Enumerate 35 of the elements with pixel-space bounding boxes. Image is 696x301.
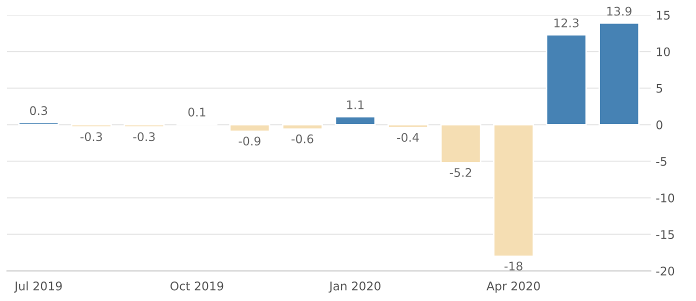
bar [334,116,376,126]
y-tick-label: 5 [656,84,662,93]
bar [229,124,270,132]
data-label: 13.9 [607,6,632,16]
y-tick-label: -10 [656,194,674,202]
bar [282,124,323,130]
data-label: -0.6 [292,134,314,144]
data-label: -5.2 [450,168,472,177]
bar [493,124,534,257]
bar [440,124,482,164]
data-label: -18 [504,262,522,271]
data-label: 12.3 [554,18,579,28]
bar [546,34,587,126]
bar [388,124,428,128]
data-label: -0.4 [397,132,419,142]
data-label: -0.9 [238,136,260,146]
bar [598,22,640,126]
y-tick-label: -20 [656,266,674,276]
bar [124,124,165,128]
data-label: -0.3 [133,132,155,142]
x-tick-label: Jan 2020 [328,282,380,293]
x-tick-label: Apr 2020 [486,282,540,293]
data-label: 1.1 [347,100,364,110]
y-tick-label: 15 [656,10,670,20]
data-label: 0.3 [30,106,48,116]
x-tick-label: Jul 2019 [14,281,62,293]
x-tick-label: Oct 2019 [170,282,224,290]
y-tick-label: 10 [656,47,670,56]
data-label: -0.3 [80,132,102,142]
bar [70,124,112,128]
y-tick-label: -5 [656,157,666,166]
data-label: 0.1 [188,108,206,117]
y-tick-label: -15 [656,230,674,240]
bar [18,122,60,126]
y-tick-label: 0 [656,120,662,130]
